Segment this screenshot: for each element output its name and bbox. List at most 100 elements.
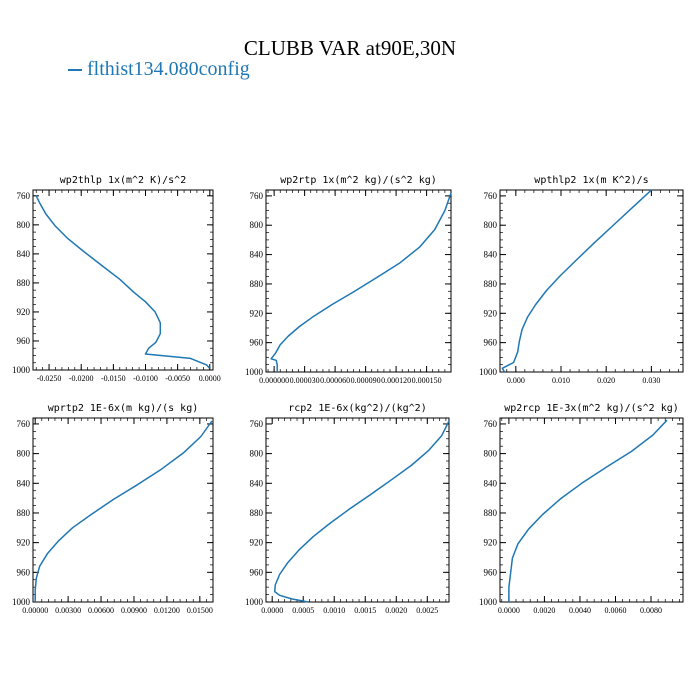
y-tick-label: 800	[17, 449, 31, 459]
y-tick-label: 1000	[245, 597, 264, 607]
legend: flthist134.080config	[68, 58, 250, 81]
y-tick-label: 920	[484, 538, 498, 548]
y-tick-label: 920	[250, 538, 264, 548]
x-tick-label: 0.0010	[323, 606, 345, 615]
x-tick-label: -0.0050	[165, 374, 190, 383]
x-tick-label: 0.000	[507, 376, 525, 385]
x-tick-label: 0.0000	[261, 606, 283, 615]
y-tick-label: 840	[484, 478, 498, 488]
y-tick-label: 760	[250, 419, 264, 429]
panel-6: wp2rcp 1E-3x(m^2 kg)/(s^2 kg) 760 800 840 88…	[479, 403, 684, 615]
series-line	[35, 195, 211, 369]
y-tick-label: 920	[17, 307, 31, 317]
plot-frame	[265, 417, 450, 603]
x-tick-label: 0.000150	[412, 376, 442, 385]
y-tick-label: 800	[484, 449, 498, 459]
y-tick-label: 960	[250, 338, 264, 348]
panel-2: wp2rtp 1x(m^2 kg)/(s^2 kg) 760 800 840 880 92…	[245, 175, 452, 385]
legend-line-swatch	[68, 69, 82, 72]
y-tick-label: 1000	[479, 597, 498, 607]
y-tick-label: 880	[250, 508, 264, 518]
y-tick-label: 1000	[12, 597, 31, 607]
panel-4: wprtp2 1E-6x(m kg)/(s kg) 760 800 840 880 920…	[12, 403, 214, 615]
x-tick-label: 0.010	[552, 376, 570, 385]
y-tick-label: 800	[484, 220, 498, 230]
y-tick-label: 840	[250, 250, 264, 260]
y-tick-label: 760	[484, 191, 498, 201]
y-tick-label: 920	[250, 308, 264, 318]
y-tick-label: 880	[17, 278, 31, 288]
panel-title: wp2thlp 1x(m^2 K)/s^2	[60, 175, 186, 186]
x-tick-label: -0.0100	[133, 374, 158, 383]
y-tick-label: 760	[484, 419, 498, 429]
x-tick-label: 0.000060	[320, 376, 350, 385]
x-tick-label: -0.0150	[101, 374, 126, 383]
y-tick-label: 840	[17, 478, 31, 488]
plot-frame	[32, 189, 214, 371]
y-tick-label: 840	[17, 249, 31, 259]
x-tick-label: 0.030	[642, 376, 660, 385]
y-tick-label: 1000	[245, 367, 264, 377]
x-tick-label: -0.0250	[37, 374, 62, 383]
y-tick-label: 920	[484, 308, 498, 318]
x-tick-label: 0.01200	[154, 606, 180, 615]
series-line	[273, 420, 450, 603]
y-tick-label: 800	[17, 220, 31, 230]
y-tick-label: 760	[17, 191, 31, 201]
x-tick-label: 0.000090	[351, 376, 381, 385]
panel-title: wprtp2 1E-6x(m kg)/(s kg)	[48, 403, 199, 414]
y-tick-label: 960	[17, 336, 31, 346]
panel-5: rcp2 1E-6x(kg^2)/(kg^2) 760 800 840 880 920 96…	[245, 403, 450, 615]
y-tick-label: 880	[17, 508, 31, 518]
x-tick-label: 0.00900	[121, 606, 147, 615]
panel-title: wpthlp2 1x(m K^2)/s	[534, 175, 648, 186]
x-tick-label: 0.0060	[604, 606, 626, 615]
x-tick-label: 0.0015	[354, 606, 376, 615]
y-tick-label: 880	[484, 279, 498, 289]
x-tick-label: 0.00600	[88, 606, 114, 615]
series-line	[34, 420, 213, 602]
y-tick-label: 1000	[12, 365, 31, 375]
x-tick-label: 0.0000	[199, 374, 221, 383]
panel-1: wp2thlp 1x(m^2 K)/s^2 760 800 840 880 920 960 1…	[12, 175, 221, 383]
x-tick-label: 0.0000	[498, 606, 520, 615]
series-line	[501, 189, 652, 373]
y-tick-label: 960	[250, 567, 264, 577]
legend-label: flthist134.080config	[87, 58, 250, 80]
panel-3: wpthlp2 1x(m K^2)/s 760 800 840 880 920 960 100…	[479, 175, 684, 385]
x-tick-label: 0.0025	[416, 606, 438, 615]
plot-frame	[32, 417, 214, 603]
y-tick-label: 800	[250, 220, 264, 230]
plot-frame	[499, 417, 684, 603]
y-tick-label: 840	[484, 250, 498, 260]
x-tick-label: 0.0020	[533, 606, 555, 615]
y-tick-label: 800	[250, 449, 264, 459]
y-tick-label: 880	[484, 508, 498, 518]
panel-title: wp2rcp 1E-3x(m^2 kg)/(s^2 kg)	[504, 403, 679, 414]
x-tick-label: 0.0005	[292, 606, 314, 615]
y-tick-label: 920	[17, 538, 31, 548]
y-tick-label: 840	[250, 478, 264, 488]
plot-frame	[499, 189, 684, 373]
x-tick-label: 0.020	[597, 376, 615, 385]
y-tick-label: 960	[17, 567, 31, 577]
y-tick-label: 960	[484, 338, 498, 348]
x-tick-label: 0.000000	[259, 376, 289, 385]
x-tick-label: 0.0020	[385, 606, 407, 615]
x-tick-label: -0.0200	[69, 374, 94, 383]
series-line	[270, 192, 452, 372]
panel-title: rcp2 1E-6x(kg^2)/(kg^2)	[288, 403, 426, 414]
x-tick-label: 0.0080	[640, 606, 662, 615]
figure-title: CLUBB VAR at90E,30N	[243, 36, 457, 60]
plot-frame	[265, 189, 452, 373]
y-tick-label: 1000	[479, 367, 498, 377]
x-tick-label: 0.01500	[187, 606, 213, 615]
panel-title: wp2rtp 1x(m^2 kg)/(s^2 kg)	[280, 175, 437, 186]
x-tick-label: 0.00000	[22, 606, 48, 615]
y-tick-label: 760	[250, 191, 264, 201]
y-tick-label: 960	[484, 567, 498, 577]
x-tick-label: 0.000120	[381, 376, 411, 385]
y-tick-label: 760	[17, 419, 31, 429]
series-line	[508, 419, 668, 602]
